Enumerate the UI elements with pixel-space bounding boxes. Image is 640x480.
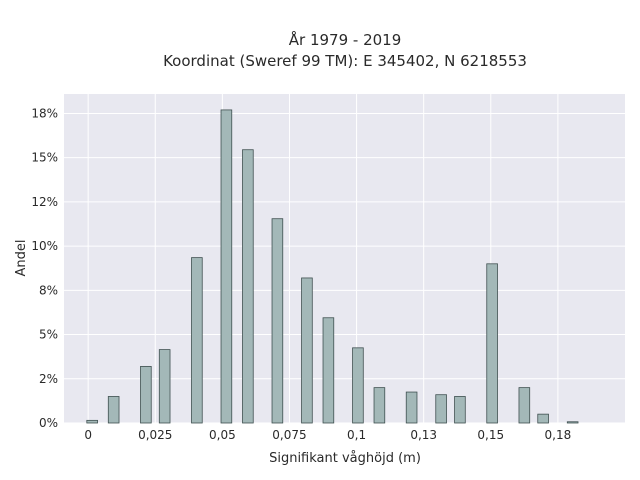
bar [454, 396, 466, 424]
y-tick-label: 8% [39, 283, 58, 297]
y-axis-label: Andel [14, 240, 29, 277]
bar [242, 149, 254, 424]
y-tick-label: 0% [39, 416, 58, 430]
bar [158, 349, 171, 424]
bar [86, 419, 98, 424]
x-tick-label: 0,18 [545, 428, 572, 442]
y-tick-label: 15% [31, 151, 58, 165]
bar [140, 365, 152, 424]
bar [373, 387, 386, 424]
bar [107, 396, 120, 424]
y-tick-label: 12% [31, 195, 58, 209]
bar [518, 387, 531, 424]
x-tick-labels: 0 0,025 0,05 0,075 0,1 0,13 0,15 0,18 [84, 428, 571, 442]
bar [486, 263, 498, 424]
chart-title-line-1: År 1979 - 2019 [289, 30, 402, 49]
y-tick-labels: 0% 2% 5% 8% 10% 12% 15% 18% [31, 106, 58, 430]
x-tick-label: 0 [84, 428, 92, 442]
bar [566, 421, 579, 424]
bar [220, 109, 233, 424]
x-tick-label: 0,075 [272, 428, 306, 442]
x-tick-label: 0,13 [410, 428, 437, 442]
y-tick-label: 2% [39, 372, 58, 386]
bar [405, 391, 418, 424]
y-tick-label: 10% [31, 239, 58, 253]
y-tick-label: 18% [31, 106, 58, 120]
y-tick-label: 5% [39, 328, 58, 342]
x-axis-label: Signifikant våghöjd (m) [269, 451, 421, 466]
bar [191, 257, 203, 424]
x-tick-label: 0,025 [138, 428, 172, 442]
chart-title-line-2: Koordinat (Sweref 99 TM): E 345402, N 62… [163, 52, 527, 70]
bar [301, 277, 313, 424]
bars [86, 109, 579, 424]
bar [271, 218, 284, 424]
y-gridlines [64, 112, 625, 424]
plot-area [64, 94, 625, 423]
x-tick-label: 0,15 [477, 428, 504, 442]
x-tick-label: 0,1 [347, 428, 366, 442]
x-tick-label: 0,05 [209, 428, 236, 442]
bar [435, 394, 447, 424]
bar [352, 347, 364, 424]
bar [537, 413, 549, 424]
bar [322, 317, 335, 424]
